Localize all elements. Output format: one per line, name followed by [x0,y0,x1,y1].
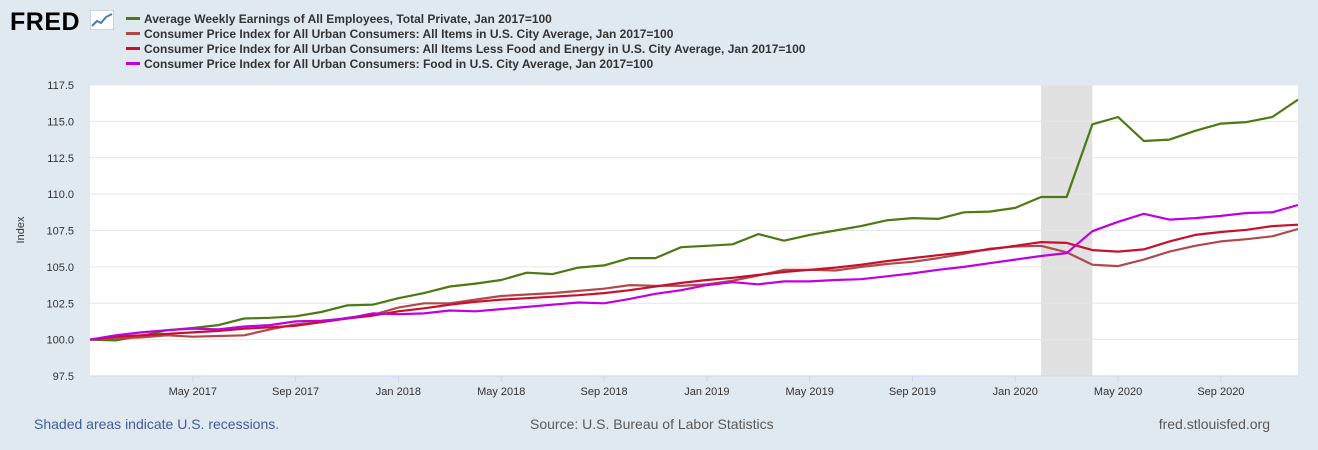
fred-logo[interactable]: FRED [10,8,81,36]
legend-item-earnings: Average Weekly Earnings of All Employees… [126,11,805,26]
x-tick-label: Jan 2020 [993,386,1038,398]
y-tick-label: 107.5 [46,226,74,238]
x-tick-label: May 2018 [477,386,525,398]
legend-label: Consumer Price Index for All Urban Consu… [144,41,806,56]
x-tick-label: Sep 2020 [1197,386,1244,398]
y-tick-label: 105.0 [46,262,74,274]
y-tick-label: 97.5 [53,371,74,383]
y-tick-label: 110.0 [47,189,74,201]
y-tick-label: 117.5 [47,80,74,92]
y-tick-label: 102.5 [46,298,74,310]
legend-swatch [126,17,140,20]
recessions-note: Shaded areas indicate U.S. recessions. [34,416,280,432]
x-tick-label: Sep 2019 [889,386,936,398]
legend-label: Average Weekly Earnings of All Employees… [144,11,552,26]
source-note: Source: U.S. Bureau of Labor Statistics [530,416,774,432]
line-chart: 97.5 100.0 102.5 105.0 107.5 110.0 112.5 115.0 1… [15,80,1299,398]
x-tick-label: Jan 2018 [376,386,421,398]
x-tick-label: Sep 2017 [272,386,319,398]
x-tick-label: May 2017 [169,386,217,398]
legend-item-cpi-core: Consumer Price Index for All Urban Consu… [126,41,805,56]
legend-swatch [126,47,140,50]
x-tick-label: Jan 2019 [684,386,729,398]
series-line-0 [89,98,1299,342]
series-line-3 [89,203,1299,341]
y-axis-label: Index [15,216,27,243]
legend-label: Consumer Price Index for All Urban Consu… [144,56,654,71]
series-line-2 [89,223,1299,341]
site-link[interactable]: fred.stlouisfed.org [1158,416,1270,432]
legend-label: Consumer Price Index for All Urban Consu… [144,26,674,41]
legend-item-cpi-all: Consumer Price Index for All Urban Consu… [126,26,805,41]
y-tick-label: 115.0 [47,116,74,128]
x-tick-label: May 2020 [1094,386,1142,398]
y-tick-label: 100.0 [46,335,74,347]
legend-swatch [126,62,140,65]
legend-item-cpi-food: Consumer Price Index for All Urban Consu… [126,56,805,71]
y-tick-label: 112.5 [47,153,74,165]
legend-swatch [126,32,140,35]
x-tick-label: May 2019 [786,386,834,398]
legend: Average Weekly Earnings of All Employees… [126,11,805,71]
line-chart-icon [90,10,114,30]
x-tick-label: Sep 2018 [580,386,627,398]
